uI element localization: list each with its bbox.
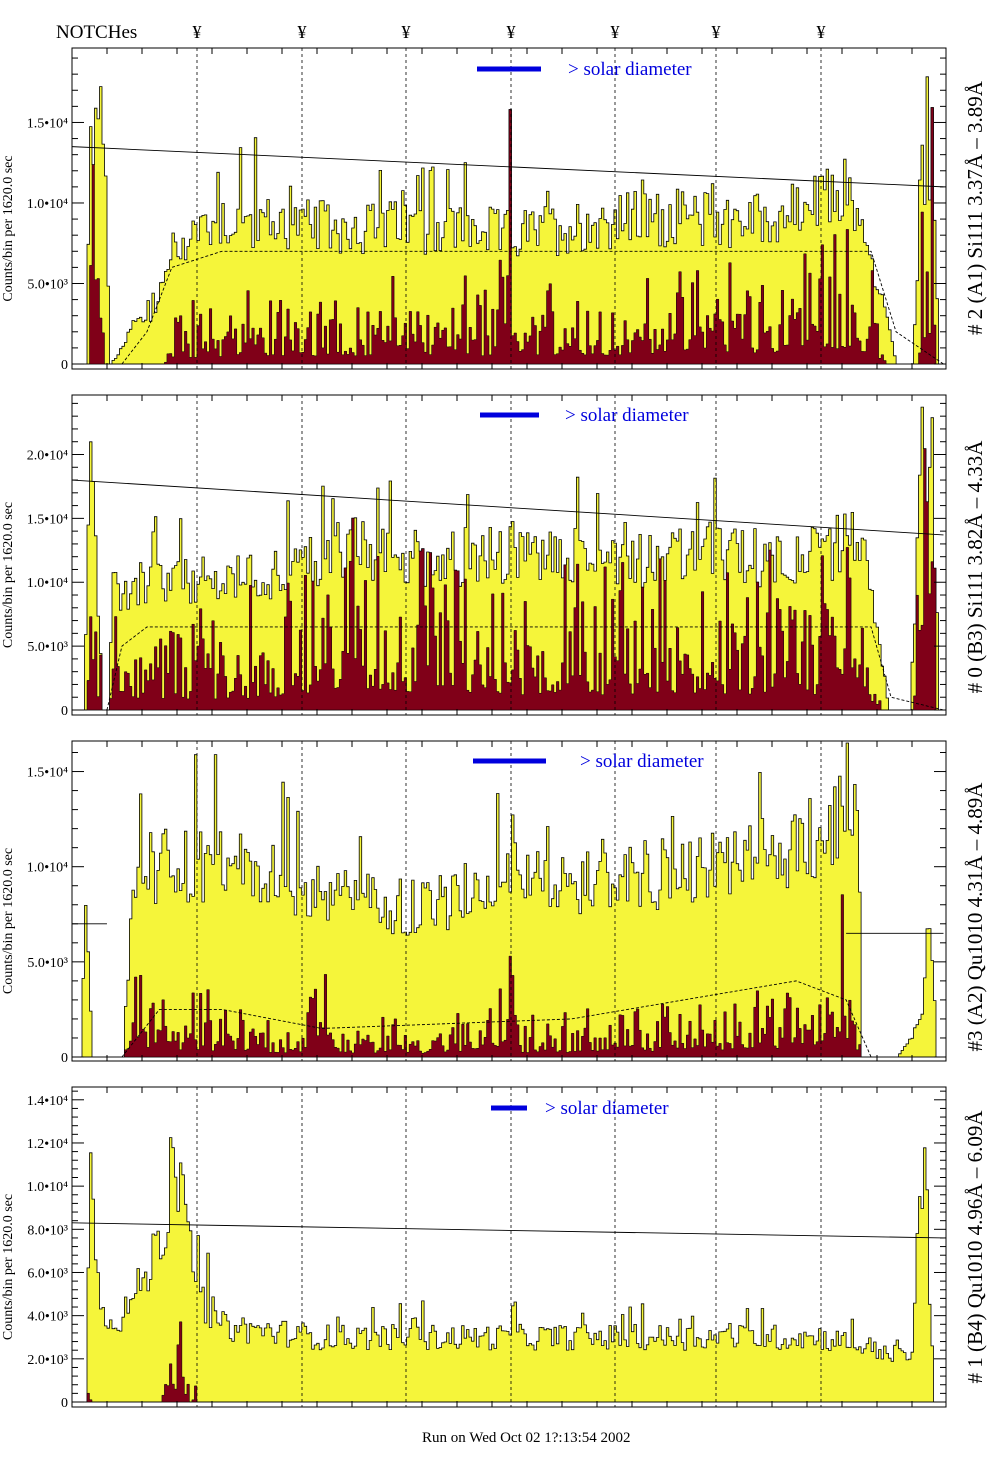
background-fit-line [71,146,944,188]
notch-marker-3: ¥ [402,22,411,42]
y-tick-label: 5.0•10³ [27,956,68,971]
y-tick-label: 0 [61,1396,68,1411]
y-tick-label: 1.4•10⁴ [27,1094,68,1109]
y-tick-label: 0 [61,1051,68,1066]
y-axis-label: Counts/bin per 1620.0 sec [1,155,16,301]
y-tick-label: 1.5•10⁴ [27,766,68,781]
notch-marker-4: ¥ [507,22,516,42]
y-tick-label: 0 [61,704,68,719]
y-tick-label: 5.0•10³ [27,640,68,655]
legend-solar-diameter-label: > solar diameter [568,59,692,80]
peak-counts-histogram [72,448,946,711]
y-axis-label: Counts/bin per 1620.0 sec [1,1194,16,1340]
total-counts-histogram [72,1137,946,1403]
plot-frame [71,394,947,716]
background-fit-line [71,479,944,536]
y-tick-label: 2.0•10⁴ [27,448,68,463]
notch-marker-2: ¥ [298,22,307,42]
y-tick-label: 1.5•10⁴ [27,116,68,131]
y-tick-label: 0 [61,358,68,373]
run-timestamp: Run on Wed Oct 02 1?:13:54 2002 [422,1430,631,1446]
notches-label: NOTCHes [56,22,137,43]
y-tick-label: 6.0•10³ [27,1266,68,1281]
peak-counts-histogram [72,894,946,1058]
notch-marker-1: ¥ [193,22,202,42]
notch-marker-7: ¥ [817,22,826,42]
panel-4: 0 2.0•10³ 4.0•10³ 6.0•10³ 8.0•10³ 1.0•10⁴ 1.2•… [1,1086,987,1411]
panel-title: #3 (A2) Qu1010 4.31Å – 4.89Å [963,782,987,1052]
y-axis-label: Counts/bin per 1620.0 sec [1,848,16,994]
y-tick-label: 1.0•10⁴ [27,197,68,212]
plot-frame [71,47,947,370]
background-fit-line [71,1222,944,1239]
y-tick-label: 5.0•10³ [27,277,68,292]
y-tick-label: 8.0•10³ [27,1223,68,1238]
mean-level-line [121,250,944,365]
y-tick-label: 1.2•10⁴ [27,1137,68,1152]
y-tick-label: 1.0•10⁴ [27,1180,68,1195]
notch-marker-6: ¥ [712,22,721,42]
mean-level-line [121,980,872,1058]
panel-title: # 2 (A1) Si111 3.37Å – 3.89Å [963,80,987,335]
y-tick-label: 4.0•10³ [27,1310,68,1325]
total-counts-histogram [72,742,946,1058]
panel-title: # 1 (B4) Qu1010 4.96Å – 6.09Å [963,1110,987,1384]
y-tick-label: 1.0•10⁴ [27,861,68,876]
y-tick-label: 2.0•10³ [27,1353,68,1368]
panel-title: # 0 (B3) Si111 3.82Å – 4.33Å [963,440,987,694]
panel-2: 0 5.0•10³ 1.0•10⁴ 1.5•10⁴ 2.0•10⁴ Counts/bin … [1,394,987,719]
panel-1: 0 5.0•10³ 1.0•10⁴ 1.5•10⁴ Counts/bin per 162… [1,47,987,373]
legend-solar-diameter-label: > solar diameter [580,751,704,772]
y-tick-label: 1.5•10⁴ [27,512,68,527]
plot-frame [71,740,947,1062]
notch-marker-5: ¥ [611,22,620,42]
legend-solar-diameter-label: > solar diameter [565,405,689,426]
panel-3: 0 5.0•10³ 1.0•10⁴ 1.5•10⁴ Counts/bin per 162… [1,740,987,1066]
legend-solar-diameter-label: > solar diameter [545,1098,669,1119]
peak-counts-histogram [72,1321,946,1403]
peak-counts-histogram [72,107,946,365]
y-tick-label: 1.0•10⁴ [27,576,68,591]
y-axis-label: Counts/bin per 1620.0 sec [1,502,16,648]
